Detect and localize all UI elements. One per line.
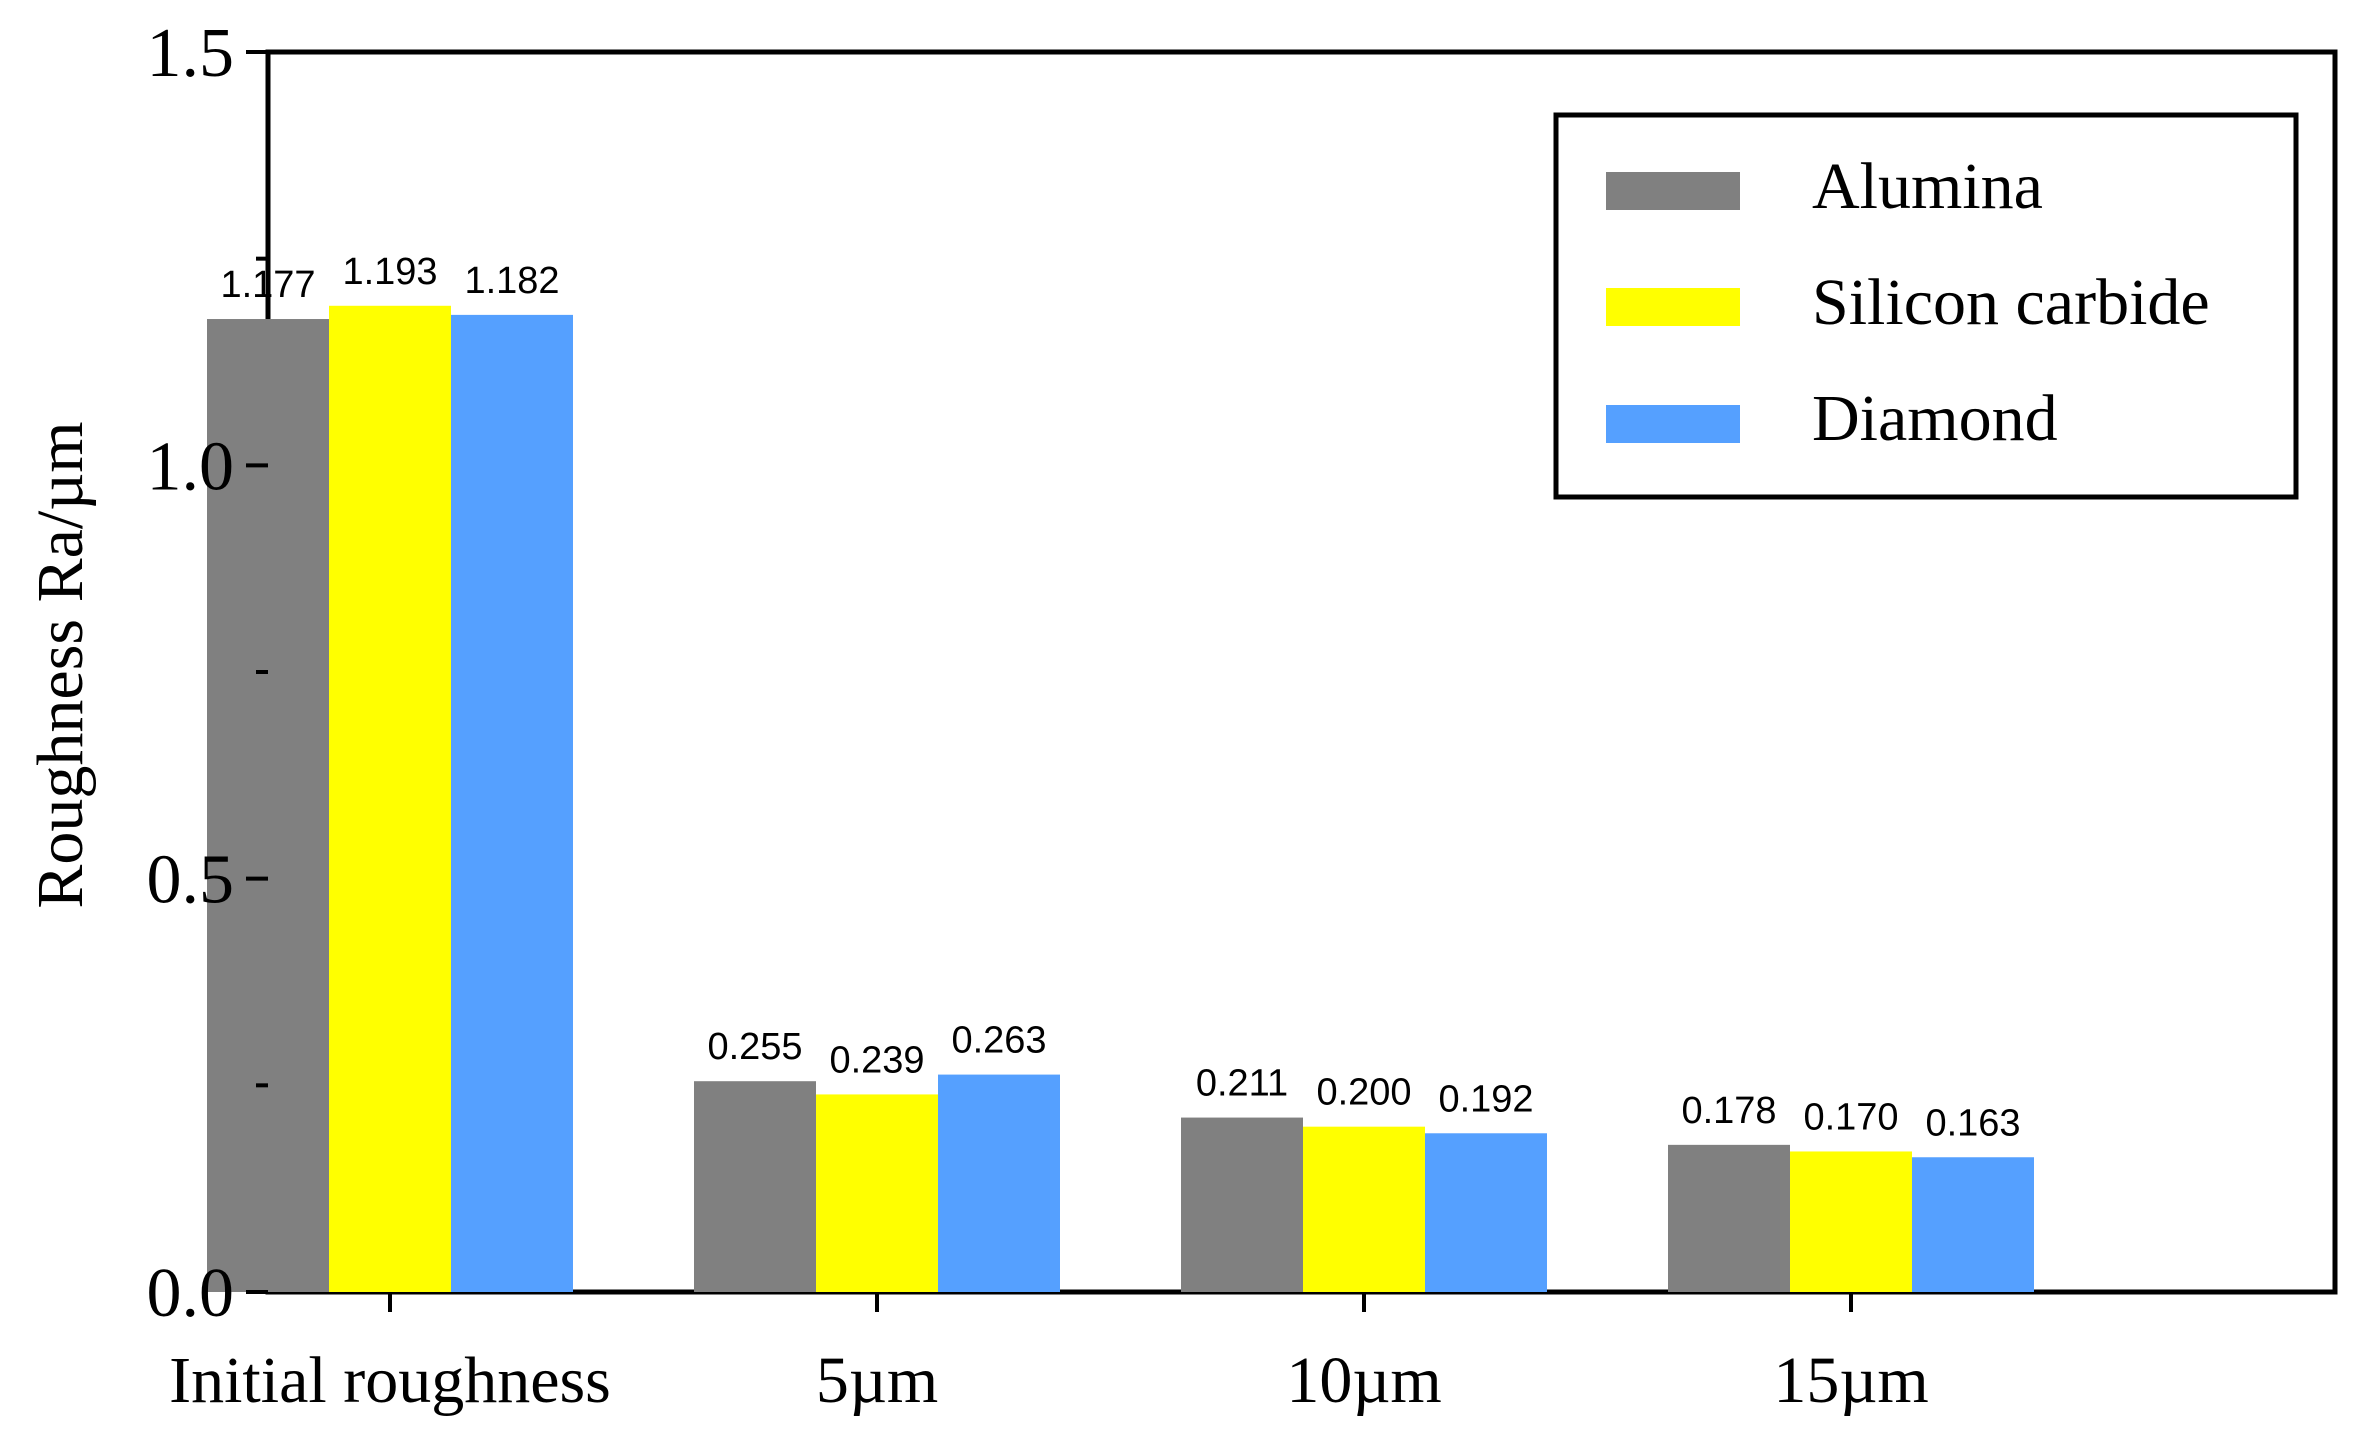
legend-swatch-diamond bbox=[1606, 405, 1740, 443]
legend-label-silicon-carbide: Silicon carbide bbox=[1812, 266, 2210, 339]
bar-diamond-15-m bbox=[1912, 1157, 2034, 1292]
bar-silicon-carbide-10-m bbox=[1303, 1126, 1425, 1292]
legend: Alumina Silicon carbide Diamond bbox=[1553, 112, 2299, 500]
bar-label-silicon-carbide-10-m: 0.200 bbox=[1316, 1072, 1411, 1114]
bar-label-alumina-initial-roughness: 1.177 bbox=[220, 264, 315, 306]
x-tick-label-10-m: 10µm bbox=[1286, 1344, 1441, 1417]
bar-silicon-carbide-5-m bbox=[816, 1094, 938, 1292]
legend-label-diamond: Diamond bbox=[1812, 382, 2058, 455]
bar-label-alumina-5-m: 0.255 bbox=[707, 1026, 802, 1068]
x-tick-label-5-m: 5µm bbox=[816, 1344, 938, 1417]
bar-label-silicon-carbide-5-m: 0.239 bbox=[829, 1039, 924, 1081]
bar-label-alumina-10-m: 0.211 bbox=[1196, 1063, 1288, 1105]
bar-diamond-10-m bbox=[1425, 1133, 1547, 1292]
y-axis-title: Roughness Ra/µm bbox=[24, 421, 97, 908]
legend-swatch-silicon-carbide bbox=[1606, 288, 1740, 326]
legend-label-alumina: Alumina bbox=[1812, 150, 2043, 223]
bar-silicon-carbide-15-m bbox=[1790, 1151, 1912, 1292]
x-axis: Initial roughness 5µm 10µm 15µm bbox=[169, 1292, 1929, 1417]
bar-alumina-15-m bbox=[1668, 1144, 1790, 1292]
bar-label-diamond-initial-roughness: 1.182 bbox=[464, 260, 559, 302]
y-axis: 0.0 0.5 1.0 1.5 bbox=[147, 15, 268, 1332]
bar-silicon-carbide-initial-roughness bbox=[329, 305, 451, 1293]
y-tick-label-1: 1.0 bbox=[147, 428, 235, 505]
bar-diamond-5-m bbox=[938, 1074, 1060, 1292]
bar-alumina-5-m bbox=[694, 1081, 816, 1292]
bar-label-alumina-15-m: 0.178 bbox=[1681, 1090, 1776, 1132]
y-tick-label-0-5: 0.5 bbox=[147, 842, 235, 919]
bar-labels-layer: 1.177 1.193 1.182 0.255 0.239 0.263 0.211 0.200… bbox=[220, 251, 2020, 1144]
bar-alumina-initial-roughness bbox=[207, 319, 329, 1293]
x-tick-label-initial-roughness: Initial roughness bbox=[169, 1344, 611, 1417]
bar-label-silicon-carbide-initial-roughness: 1.193 bbox=[342, 251, 437, 293]
bars-layer bbox=[207, 305, 2034, 1293]
bar-diamond-initial-roughness bbox=[451, 314, 573, 1292]
legend-swatch-alumina bbox=[1606, 172, 1740, 210]
bar-label-diamond-15-m: 0.163 bbox=[1925, 1102, 2020, 1144]
bar-label-diamond-5-m: 0.263 bbox=[951, 1020, 1046, 1062]
y-tick-label-0: 0.0 bbox=[147, 1255, 235, 1332]
y-tick-label-1-5: 1.5 bbox=[147, 15, 235, 92]
bar-label-diamond-10-m: 0.192 bbox=[1438, 1078, 1533, 1120]
bar-alumina-10-m bbox=[1181, 1117, 1303, 1292]
x-tick-label-15-m: 15µm bbox=[1773, 1344, 1928, 1417]
bar-label-silicon-carbide-15-m: 0.170 bbox=[1803, 1096, 1898, 1138]
